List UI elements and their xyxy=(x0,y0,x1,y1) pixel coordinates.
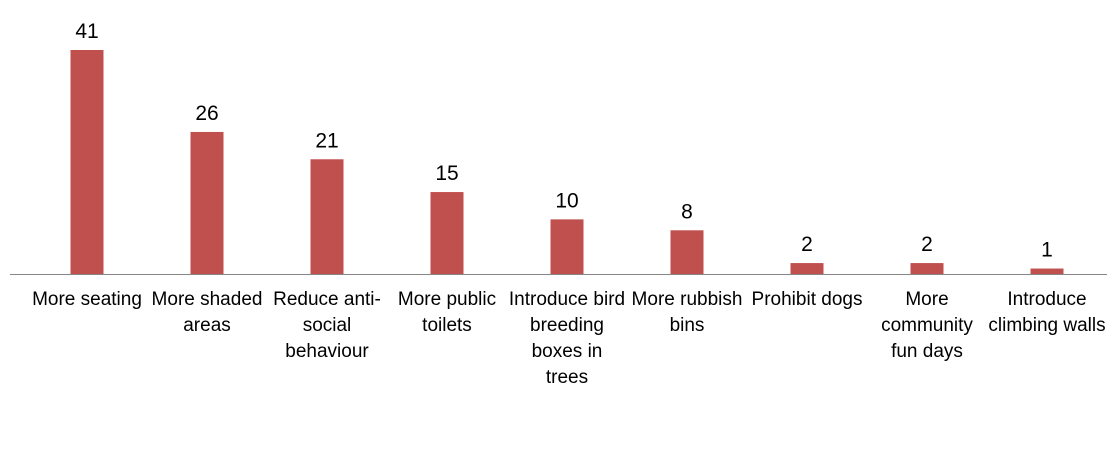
x-tick-label: More community fun days xyxy=(881,289,973,362)
bar xyxy=(670,230,704,274)
bar xyxy=(1030,268,1064,274)
bar xyxy=(790,263,824,274)
data-label: 10 xyxy=(555,189,578,212)
x-tick-label: More seating xyxy=(32,289,142,310)
x-tick-label: Reduce anti-social behaviour xyxy=(273,289,381,362)
bar xyxy=(550,219,584,274)
x-tick-label: More rubbish bins xyxy=(631,289,743,336)
data-label: 21 xyxy=(315,129,338,152)
x-tick-label: Introduce bird breeding boxes in trees xyxy=(508,289,626,388)
data-label: 26 xyxy=(195,102,218,125)
x-tick-label: Introduce climbing walls xyxy=(988,289,1106,336)
x-tick-label: More shaded areas xyxy=(151,289,263,336)
x-tick-label: Prohibit dogs xyxy=(751,289,863,310)
data-label: 2 xyxy=(801,233,813,256)
bar xyxy=(310,159,344,274)
data-label: 15 xyxy=(435,162,458,185)
data-label: 2 xyxy=(921,233,933,256)
bar xyxy=(910,263,944,274)
bar xyxy=(430,192,464,274)
data-label: 41 xyxy=(75,20,98,43)
bar xyxy=(190,131,224,274)
x-tick-label: More public toilets xyxy=(397,289,497,336)
bar xyxy=(70,50,104,274)
data-label: 1 xyxy=(1041,239,1053,262)
data-label: 8 xyxy=(681,200,693,223)
